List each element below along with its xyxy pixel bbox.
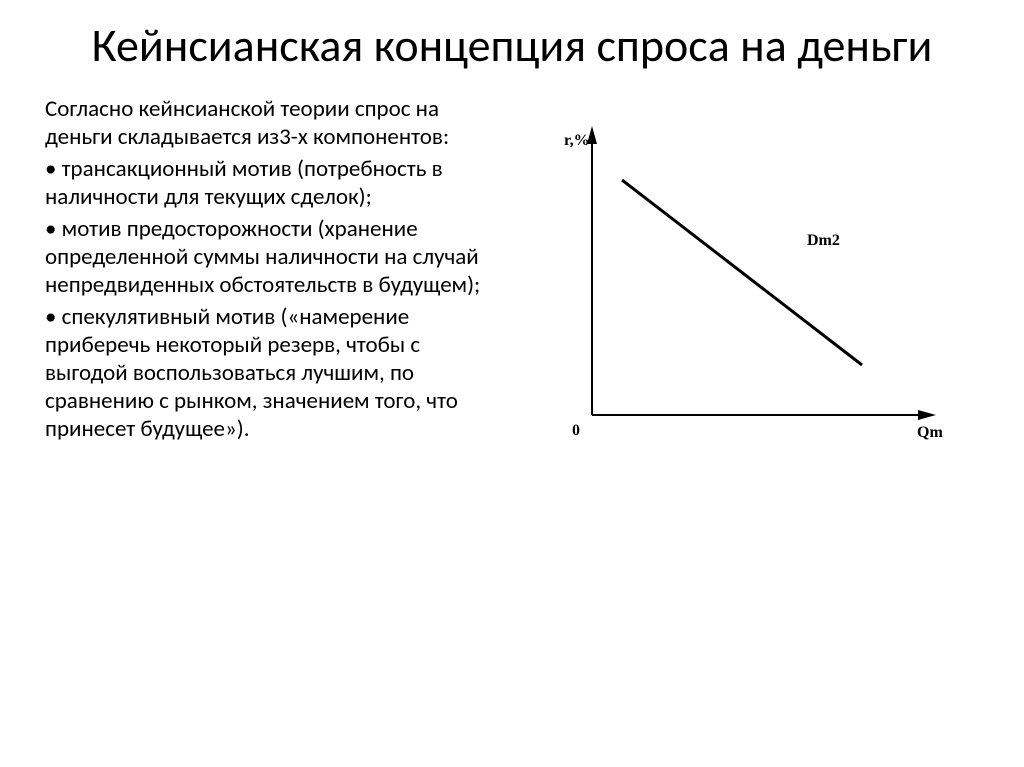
- svg-text:0: 0: [572, 422, 580, 439]
- svg-text:Dm2: Dm2: [807, 232, 840, 249]
- chart-column: r,% Qm 0 Dm2: [515, 95, 979, 475]
- demand-chart: r,% Qm 0 Dm2: [527, 115, 967, 475]
- bullet-item: • трансакционный мотив (потребность в на…: [45, 155, 505, 211]
- bullet-item: • спекулятивный мотив («намерение прибер…: [45, 303, 505, 443]
- page-title: Кейнсианская концепция спроса на деньги: [45, 20, 979, 73]
- text-column: Согласно кейнсианской теории спрос на де…: [45, 95, 505, 475]
- bullet-item: • мотив предосторожности (хранение опред…: [45, 215, 505, 299]
- intro-text: Согласно кейнсианской теории спрос на де…: [45, 95, 505, 151]
- svg-text:r,%: r,%: [564, 132, 590, 149]
- content-area: Согласно кейнсианской теории спрос на де…: [45, 95, 979, 475]
- svg-text:Qm: Qm: [917, 424, 943, 441]
